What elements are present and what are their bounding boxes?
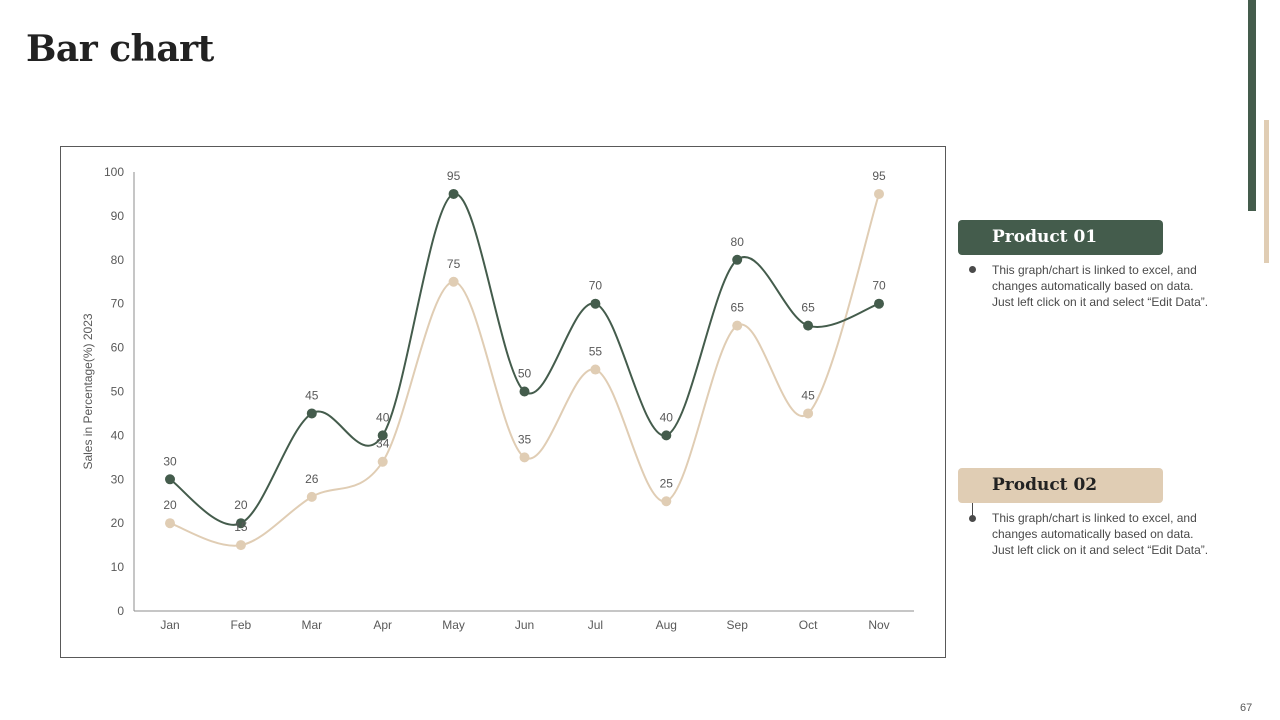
data-point — [732, 320, 743, 331]
x-tick-label: Sep — [727, 618, 749, 632]
x-tick-label: Nov — [868, 618, 889, 632]
y-tick-label: 80 — [111, 253, 125, 267]
data-point — [661, 430, 672, 441]
y-tick-label: 90 — [111, 209, 125, 223]
data-label: 80 — [731, 235, 745, 249]
data-label: 55 — [589, 345, 603, 359]
x-tick-label: Aug — [656, 618, 677, 632]
data-label: 65 — [731, 301, 745, 315]
data-label: 34 — [376, 437, 390, 451]
data-labels: 30 20 45 40 95 50 70 40 80 65 70 20 15 26 34 75 35 55 25 65… — [163, 169, 886, 534]
bullet-dot-icon — [969, 515, 976, 522]
data-point — [519, 386, 530, 397]
x-tick-label: Oct — [799, 618, 818, 632]
y-tick-label: 70 — [111, 297, 125, 311]
line-chart: 0 10 20 30 40 50 60 70 80 90 100 Jan Feb Mar Apr May Ju… — [81, 165, 914, 632]
chart-frame: 0 10 20 30 40 50 60 70 80 90 100 Jan Feb Mar Apr May Ju… — [60, 146, 946, 658]
data-label: 20 — [234, 498, 248, 512]
y-tick-label: 30 — [111, 472, 125, 486]
data-label: 20 — [163, 498, 177, 512]
y-tick-label: 60 — [111, 341, 125, 355]
data-label: 95 — [872, 169, 886, 183]
product-01-label: Product 01 — [958, 220, 1163, 255]
product-02-label: Product 02 — [958, 468, 1163, 503]
y-tick-label: 10 — [111, 560, 125, 574]
x-tick-label: Jul — [588, 618, 603, 632]
accent-bar-light — [1264, 120, 1269, 263]
data-point — [590, 364, 601, 375]
data-point — [519, 452, 530, 463]
accent-bar-dark — [1248, 0, 1256, 211]
data-label: 70 — [589, 279, 603, 293]
product-01-description: This graph/chart is linked to excel, and… — [992, 263, 1209, 309]
data-point — [661, 496, 672, 507]
data-point — [235, 518, 246, 529]
x-tick-label: Jun — [515, 618, 534, 632]
x-tick-label: Mar — [301, 618, 322, 632]
data-point — [803, 408, 814, 419]
data-label: 75 — [447, 257, 461, 271]
series-line — [169, 192, 880, 526]
x-tick-label: Feb — [231, 618, 252, 632]
x-tick-label: Jan — [160, 618, 179, 632]
y-tick-label: 40 — [111, 428, 125, 442]
data-label: 40 — [376, 410, 390, 424]
y-tick-label: 50 — [111, 385, 125, 399]
data-point — [803, 320, 814, 331]
data-label: 65 — [801, 301, 815, 315]
series-layer — [165, 188, 884, 551]
y-tick-label: 0 — [117, 604, 124, 618]
data-label: 25 — [660, 476, 674, 490]
slide-title: Bar chart — [26, 28, 214, 70]
data-label: 15 — [234, 520, 248, 534]
data-label: 70 — [872, 279, 886, 293]
data-point — [377, 430, 388, 441]
data-label: 30 — [163, 454, 177, 468]
data-point — [732, 254, 743, 265]
x-tick-label: Apr — [373, 618, 392, 632]
data-point — [448, 188, 459, 199]
data-label: 45 — [801, 388, 815, 402]
data-point — [306, 491, 317, 502]
data-label: 45 — [305, 388, 319, 402]
data-point — [874, 188, 884, 199]
connector-line — [972, 503, 973, 516]
y-tick-label: 100 — [104, 165, 124, 179]
data-point — [306, 408, 317, 419]
bullet-dot-icon — [969, 266, 976, 273]
product-02-description: This graph/chart is linked to excel, and… — [992, 511, 1209, 557]
x-axis: Jan Feb Mar Apr May Jun Jul Aug Sep Oct Nov — [134, 610, 914, 632]
data-point — [874, 298, 884, 309]
data-point — [235, 540, 246, 551]
data-point — [165, 518, 175, 529]
data-point — [448, 276, 459, 287]
data-label: 50 — [518, 367, 532, 381]
y-axis-title: Sales in Percentage(%) 2023 — [81, 313, 95, 469]
data-point — [590, 298, 601, 309]
data-point — [377, 456, 388, 467]
y-axis: 0 10 20 30 40 50 60 70 80 90 100 — [104, 165, 135, 618]
data-point — [165, 474, 175, 485]
data-label: 26 — [305, 472, 319, 486]
x-tick-label: May — [442, 618, 465, 632]
y-tick-label: 20 — [111, 516, 125, 530]
data-label: 40 — [660, 410, 674, 424]
data-label: 95 — [447, 169, 461, 183]
data-label: 35 — [518, 432, 532, 446]
page-number: 67 — [1240, 702, 1253, 714]
series-line — [169, 193, 880, 547]
